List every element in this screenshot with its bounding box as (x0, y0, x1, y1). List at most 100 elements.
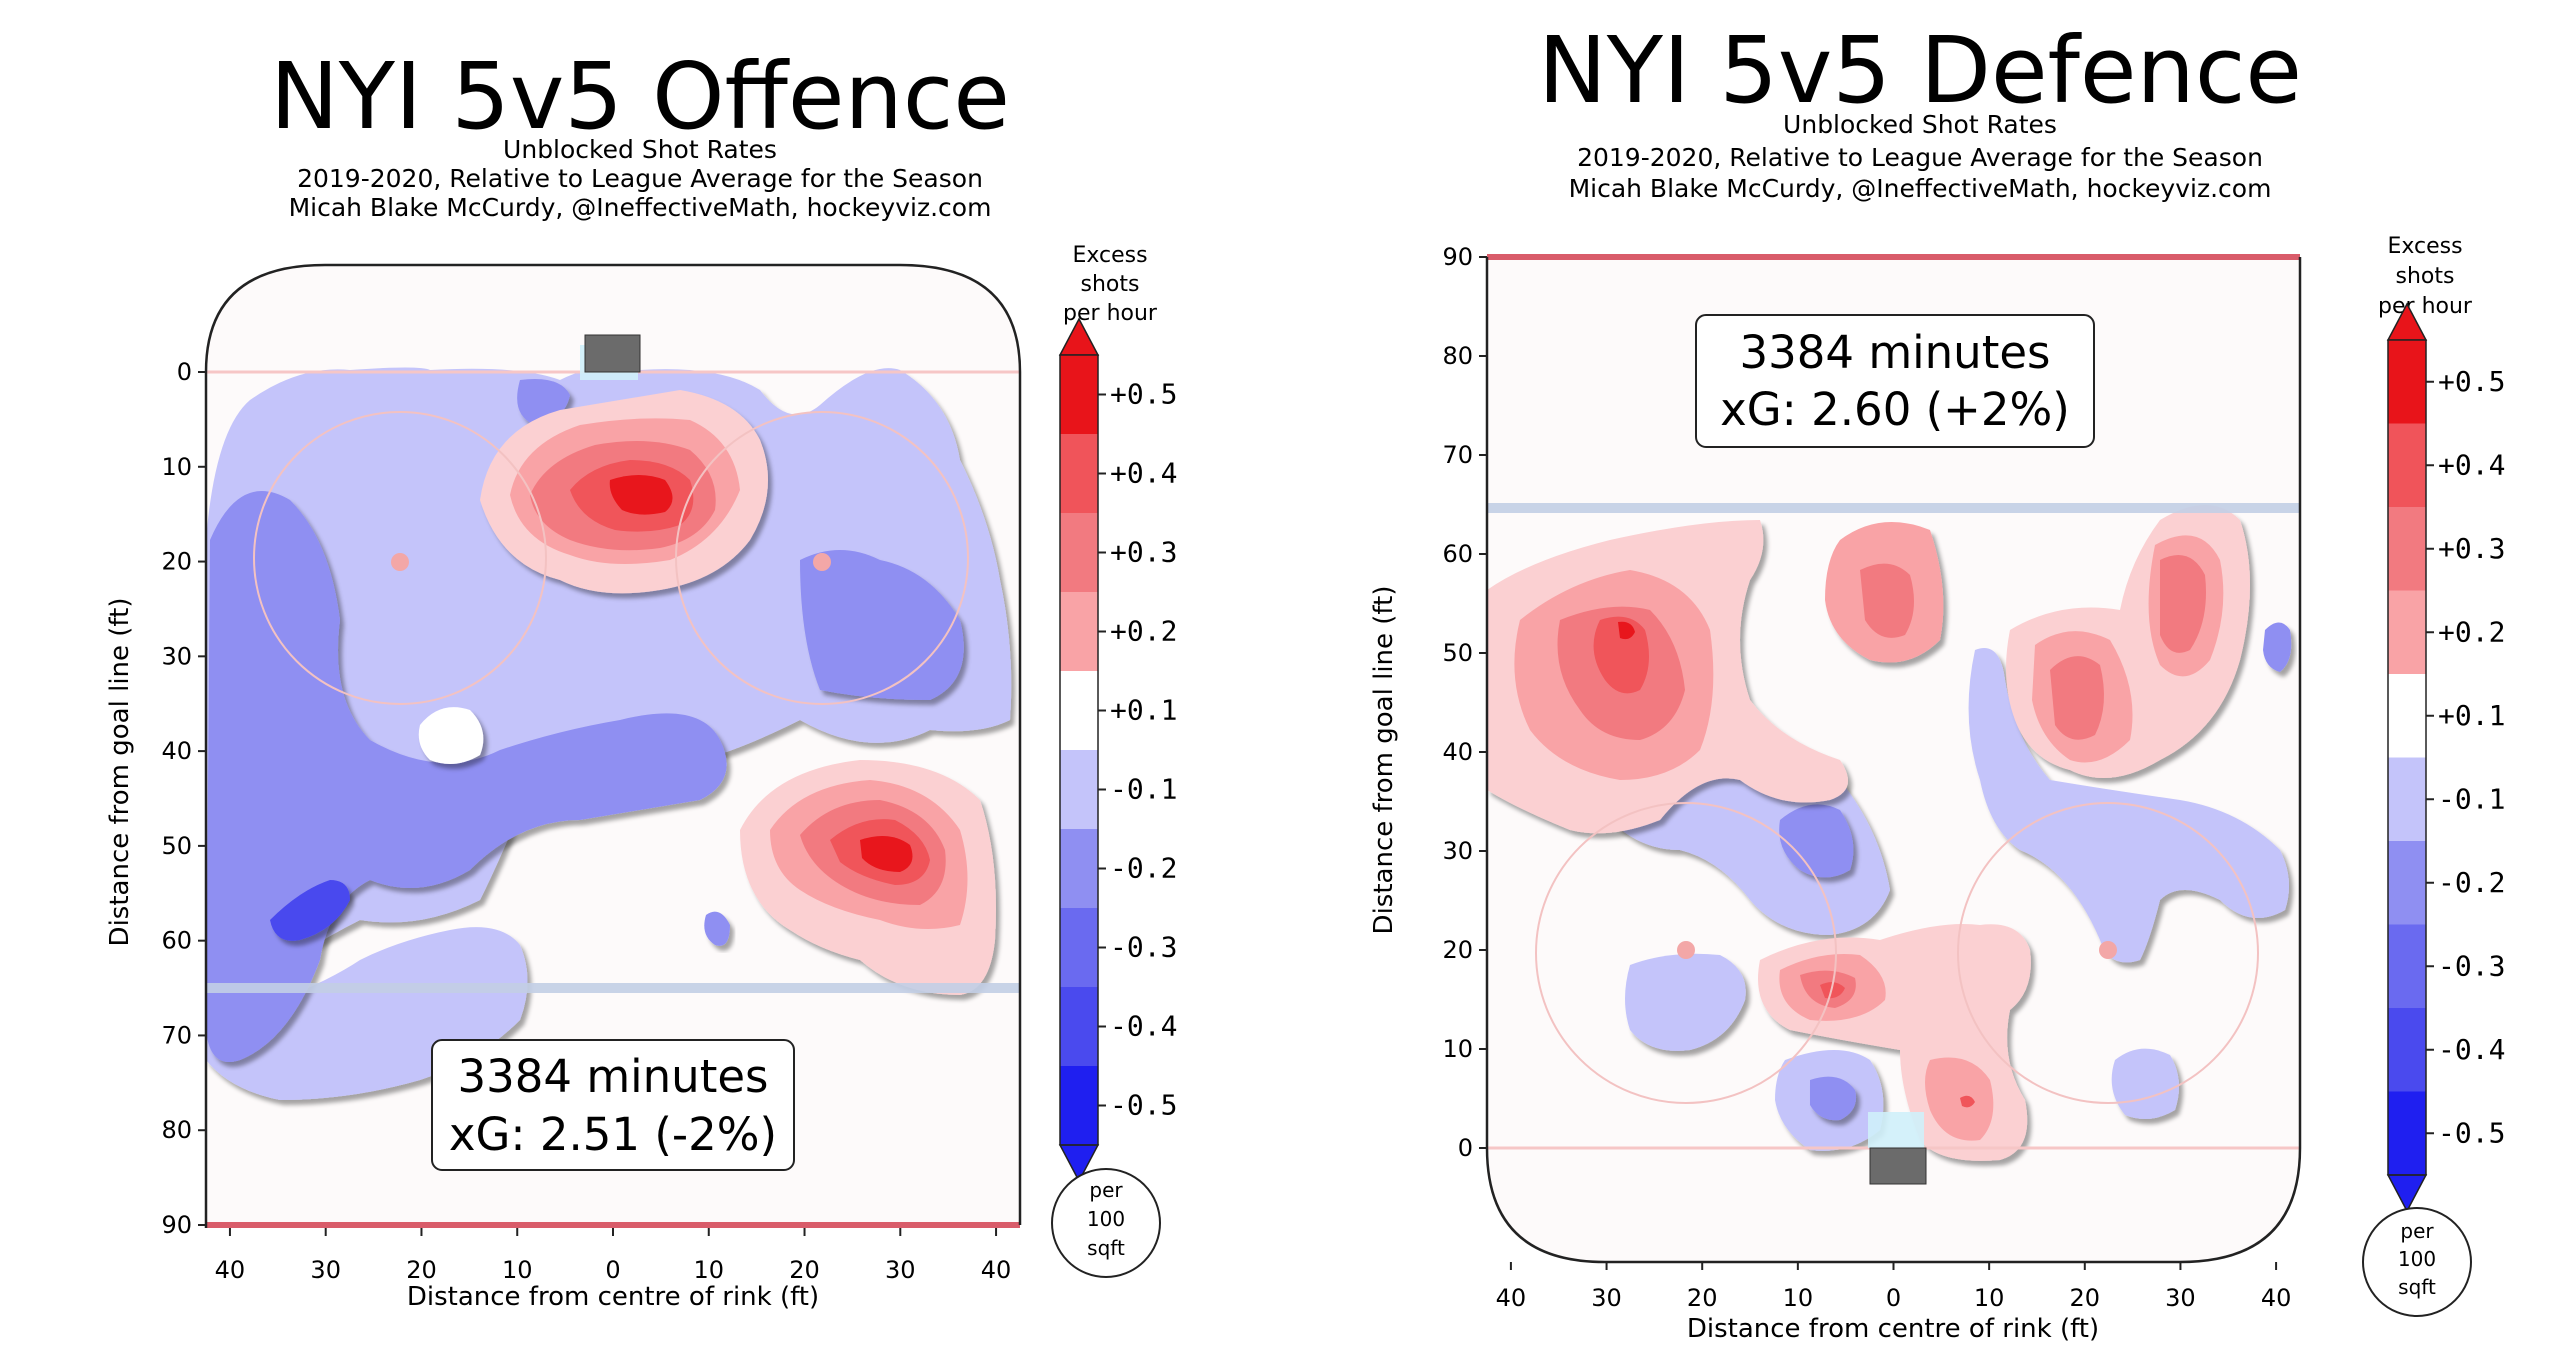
colorbar-band (2388, 423, 2426, 507)
excess-blob-right (2006, 505, 2250, 778)
x-tick-label: 0 (605, 1256, 620, 1284)
colorbar-title-2: shots (1081, 272, 1140, 297)
heatmap-layer (206, 366, 1012, 1100)
colorbar-tick-label: -0.4 (1110, 1010, 1177, 1043)
y-tick-label: 80 (1442, 342, 1473, 370)
colorbar-tick-label: +0.5 (2438, 365, 2505, 398)
chart-subtitle-2: 2019-2020, Relative to League Average fo… (297, 164, 983, 193)
scale-label-1: per (1089, 1178, 1123, 1202)
rink (204, 263, 1022, 1228)
faceoff-circle-right (1957, 802, 2259, 1104)
excess-blob-left (1487, 520, 1848, 834)
y-tick-label: 80 (161, 1116, 192, 1144)
faceoff-circle-left (253, 411, 547, 705)
x-tick-label: 30 (310, 1256, 341, 1284)
rink (1485, 254, 2302, 1264)
x-tick-label: 40 (215, 1256, 246, 1284)
y-tick-label: 70 (1442, 441, 1473, 469)
deficit-region (2263, 622, 2292, 672)
y-tick-label: 50 (1442, 639, 1473, 667)
y-tick-label: 20 (1442, 936, 1473, 964)
goal-net (1869, 1147, 1927, 1185)
x-tick-label: 30 (1591, 1284, 1622, 1312)
colorbar-frame (1059, 354, 1099, 1146)
x-tick-label: 10 (502, 1256, 533, 1284)
y-tick-label: 40 (161, 737, 192, 765)
y-tick-label: 10 (161, 453, 192, 481)
faceoff-dot-right (2099, 941, 2117, 959)
faceoff-circle-right (675, 411, 969, 705)
deficit-region (1625, 953, 1746, 1051)
scale-label-3: sqft (1087, 1236, 1125, 1260)
y-tick-label: 20 (161, 548, 192, 576)
colorbar-frame (2387, 339, 2427, 1176)
xg-label: xG: 2.60 (+2%) (1720, 383, 2070, 436)
chart-subtitle-1: Unblocked Shot Rates (503, 135, 777, 164)
faceoff-circle-left (1535, 802, 1837, 1104)
x-axis-label: Distance from centre of rink (ft) (407, 1282, 819, 1312)
faceoff-dot-right (813, 553, 831, 571)
colorbar-band (1060, 829, 1098, 908)
stat-box: 3384 minutes xG: 2.51 (-2%) (431, 1039, 795, 1171)
colorbar-title-1: Excess (2387, 234, 2462, 259)
y-tick-label: 50 (161, 832, 192, 860)
colorbar-tick-label: +0.1 (2438, 699, 2505, 732)
excess-blob-top-centre (1825, 522, 1944, 663)
colorbar-band (2388, 674, 2426, 758)
y-tick-label: 90 (161, 1211, 192, 1239)
colorbar-tick-label: -0.1 (2438, 782, 2505, 815)
colorbar-tick-label: -0.3 (1110, 931, 1177, 964)
colorbar-band (2388, 1091, 2426, 1175)
colorbar-band (1060, 513, 1098, 592)
minutes-label: 3384 minutes (458, 1050, 769, 1103)
colorbar-tick-label: -0.5 (1110, 1089, 1177, 1122)
x-tick-label: 10 (1783, 1284, 1814, 1312)
excess-blob-slot (480, 390, 768, 594)
y-tick-label: 60 (1442, 540, 1473, 568)
colorbar-tick-label: -0.2 (1110, 852, 1177, 885)
colorbar-band (2388, 757, 2426, 841)
chart-subtitle-1: Unblocked Shot Rates (1783, 110, 2057, 139)
colorbar-title-1: Excess (1072, 243, 1147, 268)
colorbar-tick-label: -0.3 (2438, 949, 2505, 982)
colorbar-band (1060, 592, 1098, 671)
minutes-label: 3384 minutes (1740, 326, 2051, 379)
scale-label-2: 100 (1087, 1207, 1125, 1231)
scale-label-3: sqft (2398, 1275, 2436, 1299)
colorbar: Excess shots per hour +0.5 +0.4 +0.3 +0.2 +0… (2378, 234, 2505, 1213)
xg-label: xG: 2.51 (-2%) (449, 1108, 777, 1161)
x-axis-label: Distance from centre of rink (ft) (1687, 1314, 2099, 1344)
y-tick-label: 30 (161, 642, 192, 670)
colorbar-tick-label: +0.3 (1110, 536, 1177, 569)
deficit-region (206, 491, 727, 1062)
chart-subtitle-3: Micah Blake McCurdy, @IneffectiveMath, h… (1569, 174, 2272, 203)
goal-net (584, 334, 641, 373)
faceoff-dot-left (391, 553, 409, 571)
x-tick-label: 40 (981, 1256, 1012, 1284)
colorbar-tick-label: +0.1 (1110, 694, 1177, 727)
offence-plot: NYI 5v5 Offence Unblocked Shot Rates 201… (105, 43, 1177, 1312)
colorbar-tick-label: -0.2 (2438, 866, 2505, 899)
scale-label-2: 100 (2398, 1247, 2436, 1271)
y-tick-label: 90 (1442, 243, 1473, 271)
x-tick-label: 20 (1687, 1284, 1718, 1312)
colorbar-band (1060, 987, 1098, 1066)
x-axis: 40 30 20 10 0 10 20 30 40 Distance from centre o… (215, 1228, 1012, 1312)
y-tick-label: 0 (177, 358, 192, 386)
colorbar-tick-label: +0.2 (2438, 615, 2505, 648)
faceoff-dot-left (1677, 941, 1695, 959)
goal-crease (1868, 1112, 1924, 1148)
colorbar-tick-label: -0.1 (1110, 773, 1177, 806)
colorbar-tick-label: +0.4 (1110, 457, 1177, 490)
chart-subtitle-3: Micah Blake McCurdy, @IneffectiveMath, h… (289, 193, 992, 222)
scale-badge: per 100 sqft (2362, 1207, 2472, 1317)
colorbar-band (2388, 924, 2426, 1008)
colorbar-title-3: per hour (2378, 294, 2473, 319)
x-tick-label: 40 (2261, 1284, 2292, 1312)
deficit-region (1779, 804, 1854, 878)
colorbar-tick-label: -0.5 (2438, 1116, 2505, 1149)
y-tick-label: 30 (1442, 837, 1473, 865)
y-axis-label: Distance from goal line (ft) (105, 598, 135, 947)
colorbar-band (2388, 340, 2426, 424)
colorbar-band (2388, 507, 2426, 591)
